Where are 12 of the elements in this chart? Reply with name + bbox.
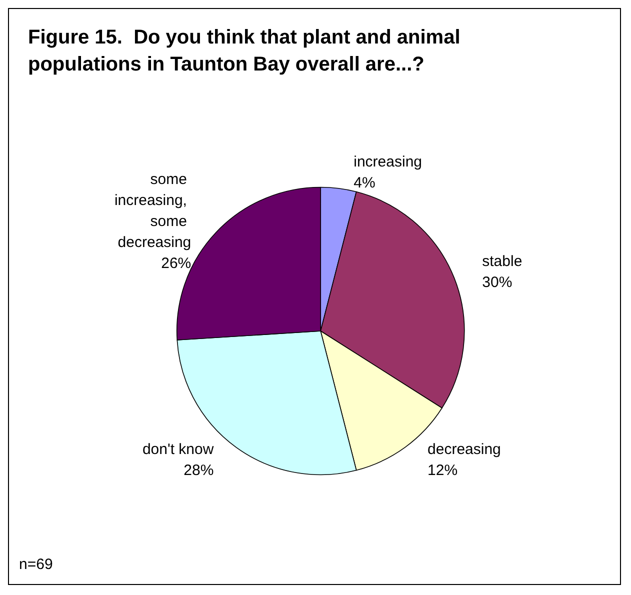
data-label: 12% bbox=[428, 462, 458, 480]
text: n=69 bbox=[19, 556, 53, 573]
slice-label: increasing bbox=[354, 154, 422, 171]
slice-label: stable bbox=[482, 253, 522, 270]
slice-label: decreasing bbox=[428, 441, 501, 458]
data-label: 26% bbox=[161, 255, 192, 272]
data-label: 30% bbox=[482, 274, 512, 292]
chart-title: Figure 15. Do you think that plant and animal populations in Taunton Bay overall are...? bbox=[28, 26, 466, 76]
data-label: 28% bbox=[184, 462, 214, 480]
data-label: 4% bbox=[354, 174, 376, 192]
slice-label: don't know bbox=[142, 441, 214, 458]
slice-label: some increasing, some decreasing bbox=[114, 171, 192, 252]
